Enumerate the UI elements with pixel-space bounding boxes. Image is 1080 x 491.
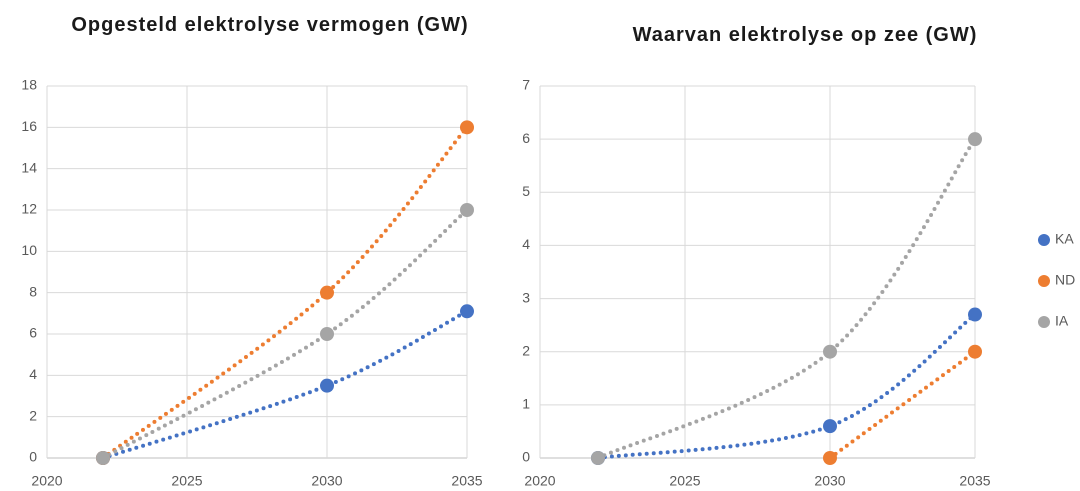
y-tick-label: 18: [21, 77, 37, 93]
x-tick-label: 2020: [31, 473, 62, 489]
data-point: [320, 285, 334, 300]
y-tick-label: 10: [21, 242, 37, 258]
data-point: [460, 304, 474, 319]
series-line: [596, 312, 977, 460]
y-tick-label: 6: [522, 130, 530, 146]
legend-marker: [1038, 234, 1050, 246]
x-tick-label: 2035: [451, 473, 482, 489]
data-point: [823, 451, 837, 465]
y-tick-label: 14: [21, 159, 37, 175]
y-tick-label: 4: [522, 236, 530, 252]
legend-label: ND: [1055, 272, 1075, 288]
legend-label: KA: [1055, 231, 1074, 247]
data-point: [96, 451, 110, 465]
series-line: [101, 208, 469, 460]
series-line: [828, 349, 977, 460]
y-tick-label: 16: [21, 118, 37, 134]
y-tick-label: 2: [29, 407, 37, 423]
data-point: [823, 419, 837, 434]
data-point: [591, 451, 605, 465]
y-tick-label: 7: [522, 77, 530, 93]
chart-title: Opgesteld elektrolyse vermogen (GW): [71, 14, 469, 36]
y-tick-label: 0: [29, 449, 37, 465]
y-tick-label: 12: [21, 201, 37, 217]
y-tick-label: 2: [522, 342, 530, 358]
legend-label: IA: [1055, 313, 1069, 329]
y-tick-label: 3: [522, 289, 530, 305]
y-tick-label: 0: [522, 449, 530, 465]
data-point: [968, 307, 982, 322]
data-point: [460, 120, 474, 135]
y-tick-label: 8: [29, 283, 37, 299]
x-tick-label: 2025: [171, 473, 202, 489]
data-point: [320, 378, 334, 393]
data-point: [320, 327, 334, 341]
x-tick-label: 2030: [311, 473, 342, 489]
series-line: [596, 137, 977, 460]
chart-title: Waarvan elektrolyse op zee (GW): [632, 24, 978, 46]
series-line: [101, 309, 469, 460]
legend-marker: [1038, 316, 1050, 328]
y-tick-label: 4: [29, 366, 37, 382]
x-tick-label: 2025: [669, 473, 700, 489]
legend-marker: [1038, 275, 1050, 287]
data-point: [823, 344, 837, 359]
data-point: [460, 203, 474, 217]
data-point: [968, 344, 982, 359]
data-point: [968, 132, 982, 147]
y-tick-label: 6: [29, 325, 37, 341]
x-tick-label: 2020: [524, 473, 555, 489]
x-tick-label: 2030: [814, 473, 845, 489]
y-tick-label: 1: [522, 396, 530, 412]
y-tick-label: 5: [522, 183, 530, 199]
x-tick-label: 2035: [959, 473, 990, 489]
